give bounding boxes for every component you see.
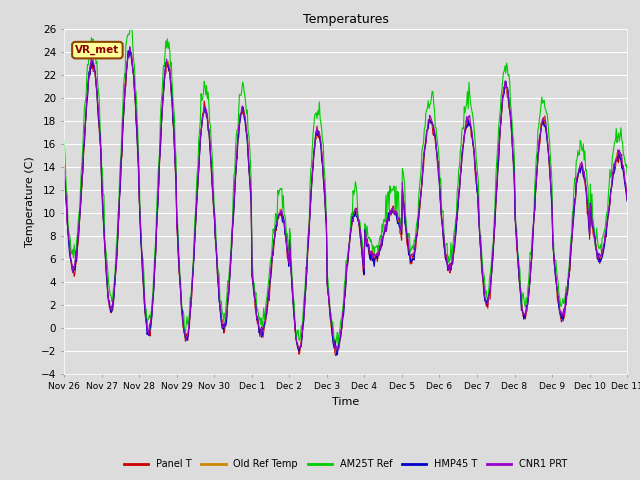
CNR1 PRT — [129, 69, 137, 74]
Text: VR_met: VR_met — [76, 45, 120, 55]
CNR1 PRT — [60, 167, 68, 173]
CNR1 PRT — [70, 264, 78, 270]
CNR1 PRT — [416, 199, 424, 205]
AM25T Ref — [186, 295, 194, 300]
AM25T Ref — [416, 182, 424, 188]
AM25T Ref — [334, 344, 342, 350]
Line: CNR1 PRT: CNR1 PRT — [64, 47, 627, 349]
Panel T — [70, 274, 78, 279]
HMP45 T — [623, 198, 631, 204]
CNR1 PRT — [432, 143, 440, 149]
Panel T — [129, 68, 137, 74]
Y-axis label: Temperature (C): Temperature (C) — [26, 156, 35, 247]
Old Ref Temp — [129, 63, 137, 69]
Panel T — [124, 48, 132, 54]
HMP45 T — [60, 167, 68, 173]
X-axis label: Time: Time — [332, 396, 359, 407]
CNR1 PRT — [126, 44, 134, 49]
HMP45 T — [432, 142, 440, 148]
Panel T — [186, 311, 194, 316]
Line: Panel T: Panel T — [64, 51, 627, 356]
Old Ref Temp — [432, 143, 440, 149]
Old Ref Temp — [186, 313, 194, 319]
AM25T Ref — [127, 21, 135, 26]
CNR1 PRT — [186, 311, 194, 316]
HMP45 T — [70, 266, 78, 272]
Old Ref Temp — [333, 348, 340, 354]
Old Ref Temp — [216, 301, 224, 307]
CNR1 PRT — [623, 196, 631, 202]
HMP45 T — [416, 204, 424, 209]
CNR1 PRT — [331, 346, 339, 352]
Old Ref Temp — [126, 48, 134, 54]
HMP45 T — [216, 302, 224, 308]
HMP45 T — [186, 311, 194, 317]
Old Ref Temp — [623, 195, 631, 201]
Panel T — [432, 146, 440, 152]
Title: Temperatures: Temperatures — [303, 13, 388, 26]
Old Ref Temp — [60, 162, 68, 168]
AM25T Ref — [70, 242, 78, 248]
AM25T Ref — [216, 297, 224, 302]
HMP45 T — [126, 45, 134, 50]
Panel T — [60, 162, 68, 168]
Line: Old Ref Temp: Old Ref Temp — [64, 51, 627, 351]
Legend: Panel T, Old Ref Temp, AM25T Ref, HMP45 T, CNR1 PRT: Panel T, Old Ref Temp, AM25T Ref, HMP45 … — [120, 456, 572, 473]
Panel T — [416, 207, 424, 213]
Panel T — [332, 353, 340, 359]
HMP45 T — [333, 352, 340, 358]
Line: HMP45 T: HMP45 T — [64, 48, 627, 355]
Old Ref Temp — [416, 205, 424, 211]
AM25T Ref — [623, 172, 631, 178]
AM25T Ref — [432, 125, 440, 131]
Panel T — [216, 307, 224, 312]
AM25T Ref — [129, 46, 137, 51]
CNR1 PRT — [216, 301, 224, 307]
Line: AM25T Ref: AM25T Ref — [64, 24, 627, 347]
Panel T — [623, 198, 631, 204]
HMP45 T — [129, 67, 137, 72]
AM25T Ref — [60, 138, 68, 144]
Old Ref Temp — [70, 269, 78, 275]
